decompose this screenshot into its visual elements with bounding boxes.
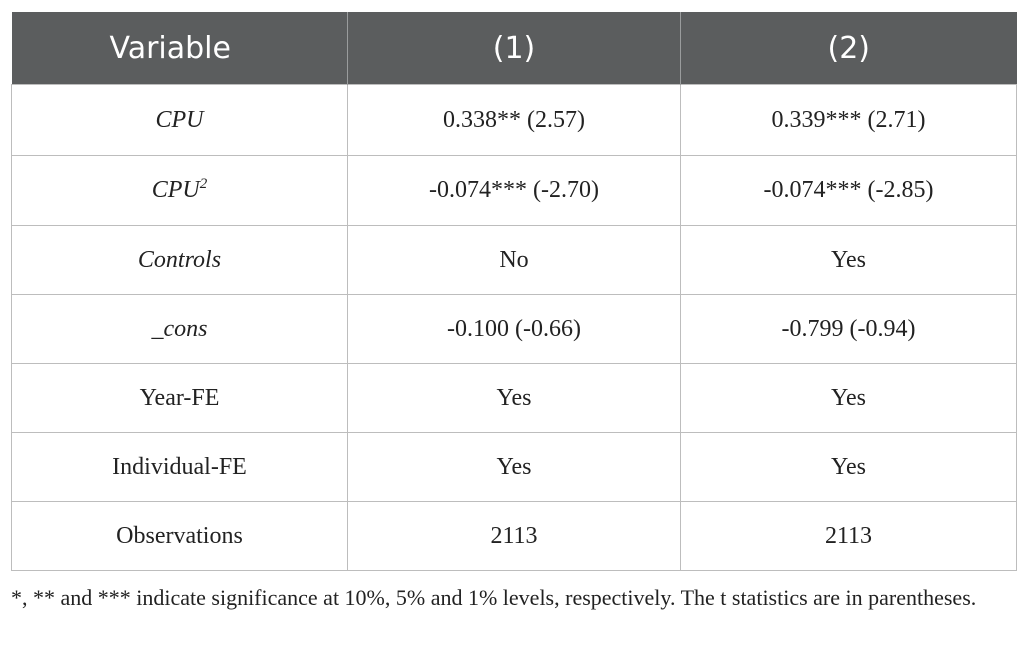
header-row: Variable (1) (2)	[11, 12, 1017, 85]
row-variable-cons: _cons	[11, 294, 348, 364]
row-variable-year-fe: Year-FE	[11, 363, 348, 433]
cell-model-2: 0.339*** (2.71)	[680, 84, 1017, 156]
cell-model-1: Yes	[347, 432, 681, 502]
table-row: CPU2 -0.074*** (-2.70) -0.074*** (-2.85)	[11, 155, 1017, 226]
row-variable-cpu: CPU	[11, 84, 348, 156]
variable-label: CPU	[151, 177, 200, 203]
table-body: CPU 0.338** (2.57) 0.339*** (2.71) CPU2 …	[11, 84, 1017, 571]
variable-label: Controls	[137, 246, 222, 273]
variable-label: Individual-FE	[112, 453, 247, 480]
regression-table-container: Variable (1) (2) CPU 0.338** (2.57) 0.33…	[11, 12, 1017, 571]
cell-model-2: 2113	[680, 501, 1017, 571]
regression-table: Variable (1) (2) CPU 0.338** (2.57) 0.33…	[11, 12, 1017, 571]
variable-label: _cons	[151, 315, 208, 342]
table-footnote: *, ** and *** indicate significance at 1…	[11, 585, 977, 610]
row-variable-cpu-squared: CPU2	[11, 155, 348, 226]
row-variable-individual-fe: Individual-FE	[11, 432, 348, 502]
cell-model-1: -0.100 (-0.66)	[347, 294, 681, 364]
header-model-1: (1)	[347, 12, 681, 85]
table-row: Observations 2113 2113	[11, 501, 1017, 571]
table-row: Year-FE Yes Yes	[11, 363, 1017, 433]
table-row: Controls No Yes	[11, 225, 1017, 295]
table-row: Individual-FE Yes Yes	[11, 432, 1017, 502]
row-variable-observations: Observations	[11, 501, 348, 571]
cell-model-1: Yes	[347, 363, 681, 433]
table-row: _cons -0.100 (-0.66) -0.799 (-0.94)	[11, 294, 1017, 364]
variable-superscript: 2	[199, 176, 208, 192]
cell-model-2: Yes	[680, 432, 1017, 502]
cell-model-1: 0.338** (2.57)	[347, 84, 681, 156]
cell-model-1: -0.074*** (-2.70)	[347, 155, 681, 226]
header-variable: Variable	[11, 12, 348, 85]
variable-label: Observations	[116, 522, 243, 549]
table-row: CPU 0.338** (2.57) 0.339*** (2.71)	[11, 84, 1017, 156]
header-model-2: (2)	[680, 12, 1017, 85]
cell-model-1: No	[347, 225, 681, 295]
cell-model-2: Yes	[680, 363, 1017, 433]
cell-model-1: 2113	[347, 501, 681, 571]
cell-model-2: -0.074*** (-2.85)	[680, 155, 1017, 226]
table-header: Variable (1) (2)	[11, 12, 1017, 85]
variable-label: CPU	[155, 106, 204, 133]
cell-model-2: Yes	[680, 225, 1017, 295]
variable-label: Year-FE	[139, 384, 220, 411]
row-variable-controls: Controls	[11, 225, 348, 295]
cell-model-2: -0.799 (-0.94)	[680, 294, 1017, 364]
